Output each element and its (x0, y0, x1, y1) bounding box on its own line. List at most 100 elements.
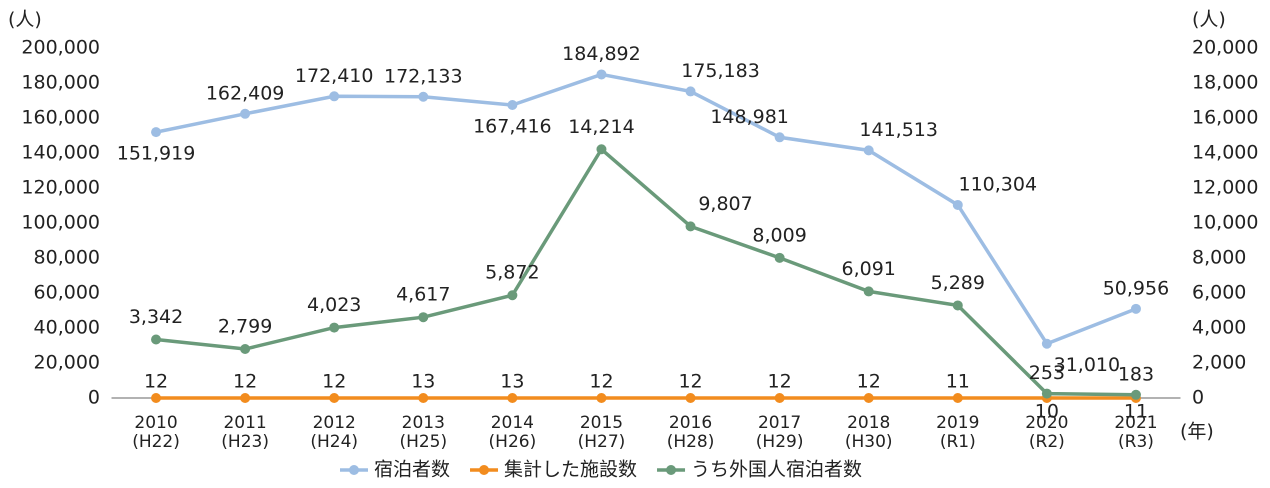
data-label: 253 (1029, 362, 1065, 384)
data-label: 148,981 (710, 106, 789, 128)
x-tick-label: 2020 (R2) (1025, 413, 1069, 452)
y-tick-label: 100,000 (21, 212, 100, 234)
y2-tick-label: 16,000 (1192, 107, 1258, 129)
x-tick-label: 2019 (R1) (936, 413, 980, 452)
data-label: 172,410 (295, 65, 374, 87)
data-label: 12 (857, 370, 881, 392)
data-point (774, 252, 785, 263)
data-label: 14,214 (568, 116, 634, 138)
data-label: 4,617 (396, 284, 450, 306)
data-point (151, 392, 162, 403)
data-label: 5,872 (485, 262, 539, 284)
x-tick-label: 2010 (H22) (132, 413, 180, 452)
data-label: 9,807 (698, 193, 752, 215)
x-tick-label: 2011 (H23) (221, 413, 269, 452)
data-label: 11 (946, 370, 970, 392)
data-label: 183 (1118, 363, 1154, 385)
y2-tick-label: 8,000 (1192, 247, 1246, 269)
y2-tick-label: 18,000 (1192, 72, 1258, 94)
x-tick-label: 2016 (H28) (666, 413, 715, 452)
data-point (507, 290, 518, 301)
data-point (418, 392, 429, 403)
data-label: 13 (411, 370, 435, 392)
data-label: 12 (322, 370, 346, 392)
x-tick-label: 2015 (H27) (577, 413, 626, 452)
data-label: 13 (500, 370, 524, 392)
y-tick-label: 160,000 (21, 107, 100, 129)
legend-label: 宿泊者数 (374, 459, 450, 481)
x-tick-label: 2013 (H25) (399, 413, 448, 452)
data-label: 8,009 (752, 224, 806, 246)
data-label: 110,304 (959, 173, 1038, 195)
y2-tick-label: 6,000 (1192, 282, 1246, 304)
y-tick-label: 180,000 (21, 72, 100, 94)
data-label: 12 (589, 370, 613, 392)
data-label: 12 (678, 370, 702, 392)
x-tick-label: 2012 (H24) (310, 413, 359, 452)
y2-tick-label: 4,000 (1192, 317, 1246, 339)
data-label: 162,409 (206, 82, 285, 104)
y2-tick-label: 14,000 (1192, 142, 1258, 164)
series-line (155, 72, 1137, 346)
data-point (863, 286, 874, 297)
data-point (774, 132, 785, 143)
y2-tick-label: 10,000 (1192, 212, 1258, 234)
data-point (685, 86, 696, 97)
data-point (329, 392, 340, 403)
y2-tick-label: 0 (1192, 387, 1204, 409)
data-point (685, 221, 696, 232)
data-point (596, 69, 607, 80)
data-point (240, 108, 251, 119)
data-label: 4,023 (307, 294, 361, 316)
data-point (863, 145, 874, 156)
data-point (952, 199, 963, 210)
data-point (1130, 389, 1141, 400)
x-tick-label: 2014 (H26) (488, 413, 537, 452)
y-axis-label: (人) (8, 9, 42, 31)
data-label: 141,513 (859, 119, 938, 141)
data-label: 31,010 (1054, 354, 1120, 376)
data-point (329, 322, 340, 333)
data-point (685, 392, 696, 403)
legend-label: うち外国人宿泊者数 (691, 459, 862, 481)
data-label: 50,956 (1103, 277, 1169, 299)
y-tick-label: 20,000 (34, 352, 100, 374)
data-point (1041, 388, 1052, 399)
data-point (596, 144, 607, 155)
data-point (240, 344, 251, 355)
legend-marker (349, 465, 359, 475)
data-point (952, 392, 963, 403)
x-tick-label: 2017 (H29) (755, 413, 804, 452)
y2-tick-label: 20,000 (1192, 37, 1258, 59)
y-tick-label: 200,000 (21, 37, 100, 59)
data-point (1041, 338, 1052, 349)
data-label: 11 (1124, 400, 1148, 422)
data-label: 175,183 (681, 60, 760, 82)
series-line (155, 146, 1136, 397)
y2-tick-label: 12,000 (1192, 177, 1258, 199)
data-point (418, 312, 429, 323)
data-point (1130, 303, 1141, 314)
data-label: 167,416 (473, 116, 552, 138)
x-tick-label: 2018 (H30) (844, 413, 893, 452)
data-label: 10 (1035, 400, 1059, 422)
data-label: 184,892 (562, 43, 641, 65)
data-label: 12 (233, 370, 257, 392)
data-point (507, 100, 518, 111)
data-point (151, 127, 162, 138)
data-point (774, 392, 785, 403)
y-tick-label: 60,000 (34, 282, 100, 304)
y2-tick-label: 2,000 (1192, 352, 1246, 374)
y-tick-label: 120,000 (21, 177, 100, 199)
y-tick-label: 80,000 (34, 247, 100, 269)
y-tick-label: 140,000 (21, 142, 100, 164)
x-axis-label: (年) (1180, 421, 1214, 443)
data-label: 151,919 (117, 143, 196, 165)
data-point (418, 91, 429, 102)
data-point (151, 334, 162, 345)
legend-marker (479, 465, 490, 475)
data-point (952, 300, 963, 311)
data-label: 2,799 (218, 316, 272, 338)
data-label: 6,091 (842, 258, 896, 280)
